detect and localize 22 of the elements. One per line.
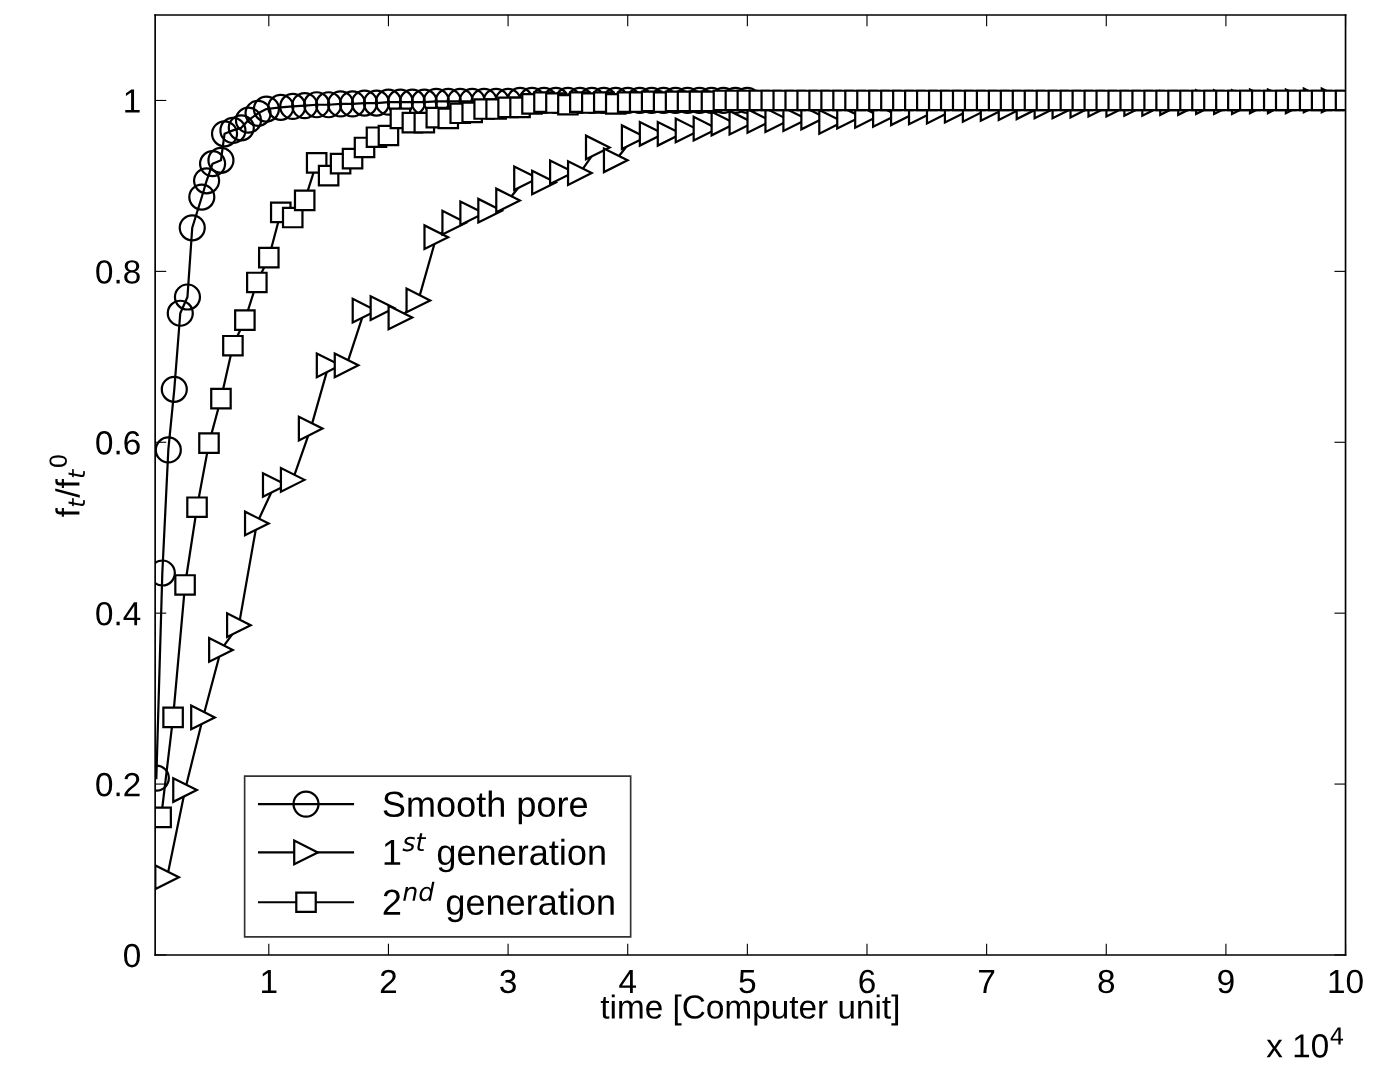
y-tick-label: 0.6 [96,431,140,455]
y-tick-label: 0.4 [96,601,141,626]
x-tick-label: 10 [1329,969,1363,994]
y-tick-label: 1 [125,89,140,113]
x-tick-label: 2 [380,969,397,994]
x-tick-label: 7 [979,970,995,994]
x-tick-label: 4 [619,970,637,994]
x-tick-label: 5 [739,970,756,994]
legend-label: Smooth pore [383,790,587,825]
x-tick-label: 1 [262,970,277,994]
x-tick-label: 8 [1098,969,1115,994]
y-tick-label: 0.2 [96,772,140,797]
x-axis-title: time [Computer unit] [600,994,899,1026]
legend-label: 1$^{st}$ generation [384,833,605,873]
y-tick-label: 0 [124,943,140,968]
x-tick-label: 3 [500,969,516,994]
legend-label: 2$^{nd}$ generation [383,881,614,923]
x-tick-label: 9 [1218,969,1234,994]
y-axis-title: f$_{t}$/f$_{t}$$^{0}$ [49,455,85,517]
y-tick-label: 0.8 [96,260,140,284]
text: x 10$^{4}$ [1266,1027,1344,1058]
x-tick-label: 6 [859,969,875,994]
